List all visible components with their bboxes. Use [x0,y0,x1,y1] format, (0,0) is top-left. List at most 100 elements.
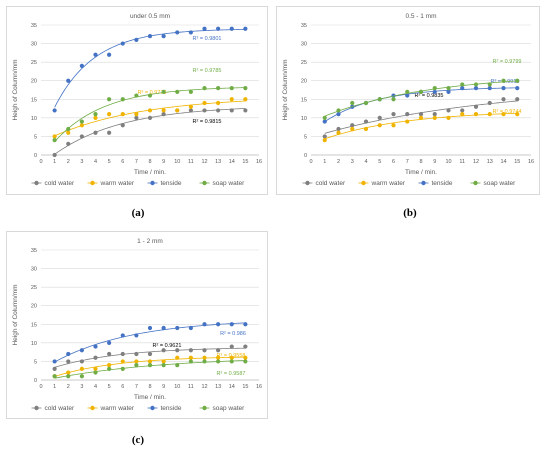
data-point-warm-water [487,112,492,117]
x-tick-label: 10 [445,159,451,165]
y-tick-label: 30 [301,42,307,48]
x-tick-label: 5 [108,384,111,390]
x-tick-label: 11 [459,159,465,165]
data-point-tenside [175,30,180,35]
data-point-warm-water [175,108,180,113]
data-point-cold-water [322,134,327,139]
x-tick-label: 13 [215,384,221,390]
y-tick-label: 5 [34,359,37,365]
data-point-warm-water [147,359,153,364]
data-point-soap-water [243,359,248,364]
y-tick-label: 0 [34,153,37,159]
x-tick-label: 11 [188,384,194,390]
data-point-tenside [216,26,221,31]
x-tick-label: 14 [229,159,235,165]
r2-label-cold-water: R² = 0.9835 [415,93,444,99]
data-point-tenside [243,322,248,327]
x-tick-label: 9 [433,159,436,165]
data-point-warm-water [229,97,234,102]
data-point-warm-water [161,108,166,113]
data-point-warm-water [161,359,166,364]
data-point-warm-water [432,115,437,120]
data-point-tenside [229,322,234,327]
x-tick-label: 1 [53,159,56,165]
legend-label-cold-water: cold water [316,180,346,187]
x-tick-label: 4 [94,159,97,165]
data-point-soap-water [418,89,424,94]
data-point-tenside [161,34,166,39]
data-point-cold-water [336,126,341,132]
data-point-soap-water [391,97,396,102]
data-point-cold-water [473,104,479,109]
trendline-cold-water [54,108,246,155]
data-point-soap-water [93,112,98,117]
data-point-cold-water [93,355,98,360]
data-point-soap-water [322,115,327,120]
data-point-tenside [52,359,57,364]
data-point-tenside [52,108,57,113]
trendline-cold-water [54,347,246,368]
data-point-cold-water [515,97,520,102]
data-point-cold-water [405,112,410,117]
data-point-soap-water [202,86,207,91]
data-point-warm-water [175,355,180,360]
figure-label-c: (c) [118,434,158,446]
data-point-cold-water [350,123,355,128]
data-point-tenside [188,30,193,35]
x-tick-label: 15 [514,159,520,165]
data-point-tenside [202,26,207,31]
data-point-soap-water [175,363,180,368]
data-point-cold-water [147,115,153,120]
data-point-cold-water [120,351,125,357]
data-point-warm-water [107,363,112,368]
x-tick-label: 16 [256,384,262,390]
data-point-tenside [120,333,125,338]
legend-label-tenside: tenside [161,180,182,187]
data-point-cold-water [446,108,451,113]
data-point-soap-water [377,97,382,102]
data-point-tenside [243,26,248,31]
y-tick-label: 0 [304,153,307,159]
data-point-warm-water [322,138,327,143]
data-point-soap-water [52,374,57,379]
data-point-cold-water [202,108,207,113]
data-point-soap-water [120,366,125,371]
data-point-cold-water [216,348,221,353]
x-tick-label: 13 [487,159,493,165]
x-tick-label: 16 [528,159,534,165]
chart-panel-b: 0.5 - 1 mm 0 5 10 15 20 25 30 35 0 1 2 3 4 5 6 7 8 9 10 11 12… [276,6,540,195]
y-tick-label: 25 [31,60,37,66]
data-point-tenside [147,325,153,331]
data-point-warm-water [216,100,221,106]
x-tick-label: 0 [309,159,312,165]
data-point-soap-water [107,366,112,371]
data-point-soap-water [147,363,153,368]
data-point-warm-water [202,355,207,360]
data-point-cold-water [202,348,207,353]
legend-label-tenside: tenside [161,405,182,412]
data-point-cold-water [418,112,424,117]
data-point-warm-water [243,355,248,360]
x-tick-label: 6 [121,159,124,165]
r2-label-soap-water: R² = 0.9587 [217,371,246,377]
data-point-soap-water [229,359,234,364]
data-point-cold-water [501,97,506,102]
y-tick-label: 10 [301,116,307,122]
y-axis-title: Heigh of Column/mm [12,59,19,120]
y-axis-title: Heigh of Column/mm [282,59,289,120]
x-axis-title: Time / min. [134,394,166,401]
x-tick-label: 15 [242,159,248,165]
y-tick-label: 20 [31,79,37,85]
figure-label-b: (b) [390,207,430,219]
legend-label-warm-water: warm water [100,405,135,412]
data-point-warm-water [66,130,71,135]
data-point-tenside [216,322,221,327]
data-point-soap-water [336,108,341,113]
data-point-cold-water [66,141,71,146]
data-point-cold-water [107,351,112,357]
data-point-soap-water [188,89,193,94]
data-point-soap-water [134,363,139,368]
chart-panel-a: under 0.5 mm 0 5 10 15 20 25 30 35 0 1 2 3 4 5 6 7 8 9 10 11… [6,6,268,195]
legend-label-cold-water: cold water [45,405,75,412]
